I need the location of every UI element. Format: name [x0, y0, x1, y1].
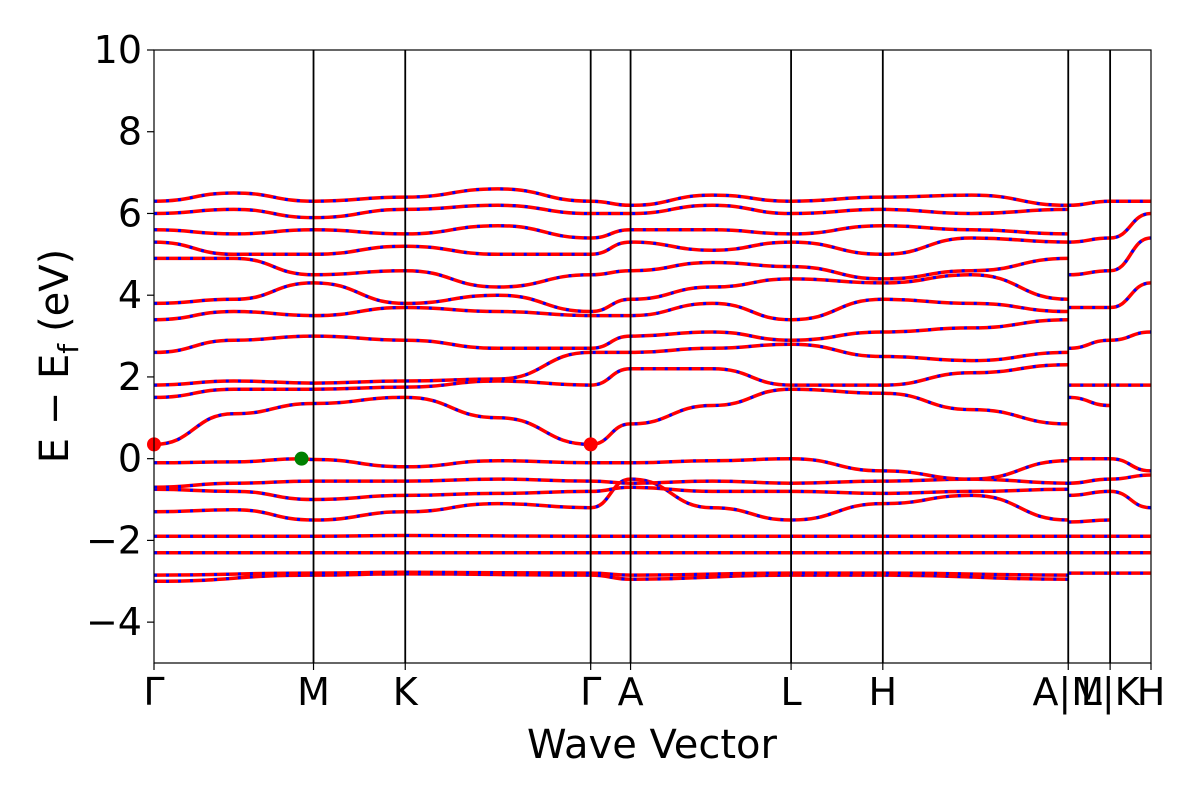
y-tick-label-4: 4	[118, 273, 142, 317]
band-line-down-5	[153, 485, 1069, 502]
bands-layer	[153, 187, 1152, 584]
x-tick-label-7: A|M	[1032, 670, 1104, 715]
band-line-down-30	[1068, 236, 1152, 277]
cbm-marker-1	[583, 437, 598, 452]
band-line-up-15	[153, 236, 1069, 257]
y-tick-label-0: −4	[86, 600, 142, 644]
x-tick-label-5: L	[780, 670, 801, 714]
band-line-up-14	[154, 256, 1069, 289]
x-tick-label-4: A	[618, 670, 644, 714]
band-line-up-13	[153, 273, 1069, 314]
x-tick-label-1: M	[297, 670, 330, 714]
x-tick-label-6: H	[869, 670, 898, 714]
band-line-down-16	[153, 224, 1069, 240]
band-line-down-29	[1068, 281, 1152, 309]
band-line-down-4	[153, 477, 1069, 522]
band-line-down-9	[153, 363, 1069, 399]
y-tick-label-7: 10	[94, 28, 142, 72]
band-line-down-24	[1068, 473, 1152, 485]
band-line-down-26	[1068, 395, 1111, 407]
band-line-down-25	[1068, 457, 1152, 473]
y-tick-label-2: 0	[118, 437, 142, 481]
high-symmetry-lines	[312, 50, 1112, 663]
y-axis-title: E − Ef (eV)	[32, 249, 85, 464]
y-tick-label-3: 2	[118, 355, 142, 399]
y-tick-label-6: 8	[118, 110, 142, 154]
band-line-down-1	[153, 570, 1069, 577]
band-line-down-13	[153, 273, 1069, 314]
band-line-down-14	[154, 256, 1069, 289]
band-line-down-8	[153, 387, 1069, 446]
band-line-up-10	[153, 342, 1069, 387]
band-line-down-11	[153, 318, 1069, 354]
band-line-down-12	[153, 297, 1069, 322]
plot-frame	[153, 49, 1152, 664]
x-tick-label-8: L|K	[1081, 670, 1141, 715]
band-line-down-17	[153, 203, 1069, 220]
band-line-down-32	[1068, 199, 1151, 207]
x-tick-label-0: Γ	[143, 670, 164, 714]
y-axis-ticks: −4 −2 0 2 4 6 8 10	[86, 28, 154, 644]
band-line-up-22	[1068, 518, 1111, 524]
band-line-down-22	[1068, 518, 1111, 524]
y-axis-title-main: E − E	[32, 354, 78, 464]
band-line-down-28	[1068, 330, 1152, 350]
band-line-down-3	[154, 533, 1069, 538]
y-axis-title-subscript: f	[52, 343, 85, 354]
band-line-down-23	[1068, 489, 1152, 510]
y-tick-label-5: 6	[118, 191, 142, 235]
band-line-down-0	[153, 572, 1069, 583]
y-axis-title-unit: (eV)	[32, 249, 78, 332]
x-axis-title: Wave Vector	[527, 722, 778, 768]
band-line-up-8	[153, 387, 1069, 447]
x-tick-label-2: K	[393, 670, 419, 714]
x-axis-ticks: Γ M K Γ A L H A|ML|KH	[143, 663, 1165, 715]
band-line-down-18	[153, 187, 1069, 207]
band-line-down-6	[153, 477, 1069, 489]
x-tick-label-9: H	[1137, 670, 1166, 714]
y-tick-label-1: −2	[86, 518, 142, 562]
band-line-down-31	[1068, 212, 1152, 244]
band-line-up-11	[153, 317, 1069, 355]
vbm-marker-2	[294, 451, 309, 466]
x-tick-label-3: Γ	[580, 670, 601, 714]
